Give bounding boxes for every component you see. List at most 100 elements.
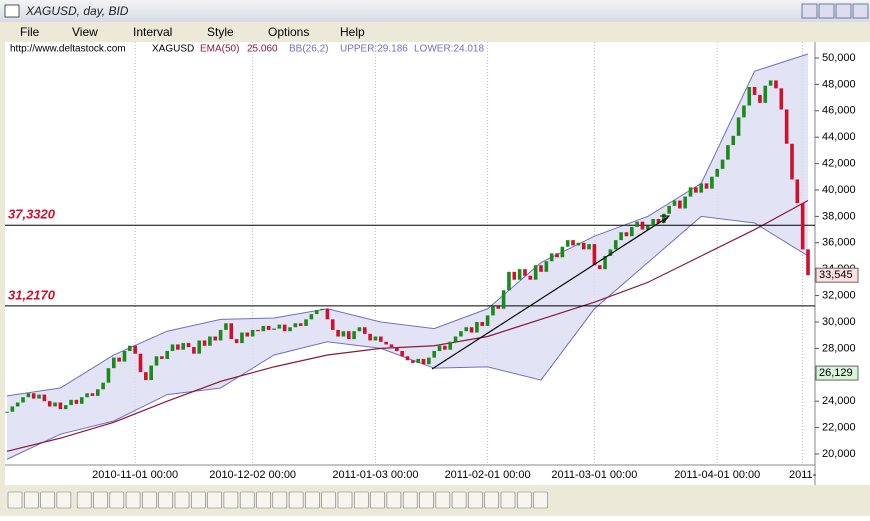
tool-button[interactable] bbox=[500, 491, 516, 509]
tool-button[interactable] bbox=[223, 491, 239, 509]
candle bbox=[240, 332, 244, 344]
candle bbox=[362, 327, 367, 334]
tool-button[interactable] bbox=[370, 491, 385, 509]
candle bbox=[544, 261, 549, 272]
candle bbox=[752, 87, 757, 95]
tool-button[interactable] bbox=[40, 491, 55, 509]
tool-button[interactable] bbox=[419, 491, 434, 509]
candle bbox=[298, 323, 303, 326]
tool-button[interactable] bbox=[207, 491, 222, 509]
candle bbox=[368, 333, 372, 341]
bb-name: BB(26,2) bbox=[289, 44, 328, 55]
candle bbox=[31, 393, 36, 399]
menu-item[interactable]: Interval bbox=[133, 25, 172, 39]
band-fill bbox=[7, 54, 808, 460]
menu-item[interactable]: File bbox=[20, 25, 40, 39]
candle bbox=[69, 399, 73, 406]
candle bbox=[528, 275, 533, 280]
candle bbox=[85, 393, 89, 398]
tool-button[interactable] bbox=[191, 491, 206, 509]
level-label: 37,3320 bbox=[8, 207, 56, 222]
candle bbox=[469, 327, 474, 333]
candle bbox=[341, 331, 346, 337]
menu-item[interactable]: Help bbox=[340, 25, 365, 39]
x-tick-label: 2010-12-02 00:00 bbox=[209, 469, 296, 481]
candle bbox=[112, 357, 116, 369]
candle bbox=[715, 168, 720, 177]
tool-button[interactable] bbox=[402, 491, 418, 509]
tool-button[interactable] bbox=[337, 491, 353, 509]
candle bbox=[672, 200, 677, 206]
candle bbox=[325, 308, 330, 320]
y-tick-label: 50,000 bbox=[822, 52, 856, 64]
tool-button[interactable] bbox=[451, 491, 467, 509]
tool-button[interactable] bbox=[468, 491, 483, 509]
tool-button[interactable] bbox=[305, 491, 320, 509]
candle bbox=[662, 213, 666, 223]
tool-button[interactable] bbox=[288, 491, 304, 509]
candle bbox=[165, 351, 169, 359]
tool-button[interactable] bbox=[256, 491, 271, 509]
candle bbox=[512, 271, 517, 280]
candle bbox=[603, 255, 607, 270]
tool-button[interactable] bbox=[435, 491, 451, 509]
title-bar bbox=[0, 0, 870, 22]
candle bbox=[464, 327, 469, 332]
tool-button[interactable] bbox=[93, 491, 108, 509]
candle bbox=[555, 253, 559, 258]
tool-button[interactable] bbox=[23, 491, 39, 509]
candle bbox=[256, 329, 260, 332]
plot-area bbox=[5, 42, 815, 485]
candle bbox=[346, 331, 351, 340]
menu-item[interactable]: Style bbox=[207, 25, 234, 39]
tool-button[interactable] bbox=[56, 491, 72, 509]
close-button[interactable] bbox=[852, 3, 869, 19]
candle bbox=[587, 244, 591, 250]
tool-button[interactable] bbox=[239, 491, 255, 509]
candle bbox=[357, 327, 362, 332]
candle bbox=[21, 397, 25, 403]
tool-button[interactable] bbox=[533, 491, 548, 509]
x-tick-label: 2011-02-01 00:00 bbox=[445, 469, 531, 481]
tool-button[interactable] bbox=[142, 491, 157, 509]
candle bbox=[389, 344, 394, 348]
candle bbox=[432, 351, 436, 358]
candle bbox=[95, 389, 100, 396]
tool-button[interactable] bbox=[321, 491, 337, 509]
candle bbox=[330, 319, 335, 330]
restore-button[interactable] bbox=[835, 3, 852, 19]
candle bbox=[5, 411, 9, 413]
candle bbox=[571, 240, 575, 246]
maximize-button[interactable] bbox=[818, 3, 835, 19]
tool-button[interactable] bbox=[76, 491, 92, 509]
candle bbox=[213, 336, 218, 341]
candle bbox=[800, 203, 805, 250]
menu-bar: File View Interval Style Options Help bbox=[20, 25, 365, 39]
y-tick-label: 48,000 bbox=[822, 78, 856, 90]
candle bbox=[138, 353, 143, 373]
candle bbox=[640, 221, 645, 230]
tool-button[interactable] bbox=[174, 491, 190, 509]
candle bbox=[79, 397, 84, 404]
candle bbox=[790, 143, 794, 180]
x-tick-label: 2011-01-03 00:00 bbox=[332, 469, 418, 481]
menu-item[interactable]: View bbox=[72, 25, 98, 39]
tool-button[interactable] bbox=[109, 491, 125, 509]
price-tag bbox=[815, 267, 859, 283]
menu-item[interactable]: Options bbox=[268, 25, 309, 39]
candle bbox=[533, 265, 538, 280]
candle bbox=[496, 306, 501, 309]
tool-button[interactable] bbox=[158, 491, 173, 509]
tool-button[interactable] bbox=[125, 491, 141, 509]
tool-button[interactable] bbox=[353, 491, 369, 509]
tool-button[interactable] bbox=[7, 491, 23, 509]
tool-button[interactable] bbox=[516, 491, 532, 509]
candle bbox=[133, 345, 137, 354]
candle bbox=[15, 402, 20, 407]
tool-button[interactable] bbox=[272, 491, 288, 509]
y-tick-label: 40,000 bbox=[822, 184, 856, 196]
tool-button[interactable] bbox=[386, 491, 402, 509]
tool-button[interactable] bbox=[484, 491, 500, 509]
candle bbox=[763, 85, 768, 103]
minimize-button[interactable] bbox=[801, 3, 818, 19]
